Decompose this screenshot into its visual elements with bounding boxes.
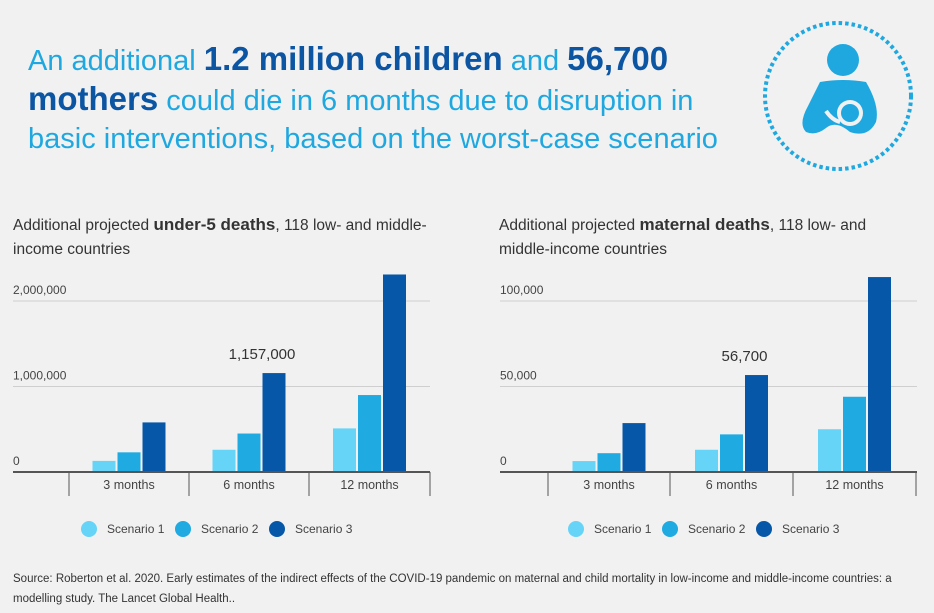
headline-highlight-children: 1.2 million children	[203, 40, 503, 77]
legend-swatch-scenario-3	[269, 521, 285, 537]
bar-scenario-3	[745, 375, 768, 472]
headline-highlight-mothers: 56,700 mothers	[28, 40, 669, 117]
chart-title-maternal: Additional projected maternal deaths, 11…	[499, 213, 919, 262]
legend-label: Scenario 3	[782, 522, 840, 536]
bar-scenario-2	[843, 396, 866, 472]
bar-scenario-1	[695, 449, 718, 472]
legend-swatch-scenario-2	[175, 521, 191, 537]
y-tick-label: 50,000	[500, 369, 537, 383]
title-text: Additional projected	[13, 217, 154, 234]
legend-swatch-scenario-2	[662, 521, 678, 537]
source-citation: Source: Roberton et al. 2020. Early esti…	[13, 573, 892, 605]
headline: An additional 1.2 million children and 5…	[28, 40, 768, 158]
bar-scenario-2	[597, 453, 621, 472]
bar-scenario-2	[720, 434, 743, 472]
x-tick-label: 3 months	[103, 478, 154, 492]
x-tick-label: 12 months	[340, 478, 398, 492]
headline-text: An additional	[28, 45, 204, 77]
bar-scenario-1	[92, 460, 116, 472]
title-text: , 118 low- and middle-income countries	[499, 217, 867, 258]
title-bold: under-5 deaths	[153, 215, 276, 234]
bar-scenario-2	[358, 395, 381, 472]
legend-label: Scenario 3	[295, 522, 353, 536]
y-tick-label: 0	[13, 454, 20, 468]
chart-title-under5: Additional projected under-5 deaths, 118…	[13, 213, 433, 262]
x-tick-label: 12 months	[825, 478, 883, 492]
y-tick-label: 2,000,000	[13, 283, 67, 297]
bar-scenario-1	[818, 429, 841, 472]
headline-text: and	[502, 45, 568, 77]
legend-label: Scenario 2	[688, 522, 746, 536]
breastfeeding-mother-icon	[763, 21, 913, 171]
bar-scenario-3	[262, 373, 286, 472]
headline-text: could die in 6 months due to disruption …	[28, 85, 718, 155]
bar-scenario-1	[333, 428, 356, 472]
x-tick-label: 6 months	[223, 478, 274, 492]
legend-swatch-scenario-1	[81, 521, 97, 537]
legend-label: Scenario 2	[201, 522, 259, 536]
title-text: , 118 low- and middle-income countries	[13, 217, 427, 258]
bar-scenario-3	[868, 277, 891, 472]
y-tick-label: 0	[500, 454, 507, 468]
legend-label: Scenario 1	[594, 522, 652, 536]
title-text: Additional projected	[499, 217, 640, 234]
data-label: 1,157,000	[229, 346, 296, 363]
data-label: 56,700	[722, 348, 768, 365]
bar-scenario-3	[622, 423, 646, 472]
y-tick-label: 100,000	[500, 283, 544, 297]
x-tick-label: 3 months	[583, 478, 634, 492]
bar-scenario-3	[142, 422, 166, 472]
title-bold: maternal deaths	[639, 215, 770, 234]
y-tick-label: 1,000,000	[13, 369, 67, 383]
bar-scenario-2	[117, 452, 141, 472]
legend-label: Scenario 1	[107, 522, 165, 536]
x-tick-label: 6 months	[706, 478, 757, 492]
legend-swatch-scenario-1	[568, 521, 584, 537]
bar-scenario-2	[237, 433, 261, 472]
legend-swatch-scenario-3	[756, 521, 772, 537]
bar-scenario-1	[212, 449, 236, 472]
bar-scenario-1	[572, 461, 596, 472]
bar-scenario-3	[383, 274, 406, 472]
